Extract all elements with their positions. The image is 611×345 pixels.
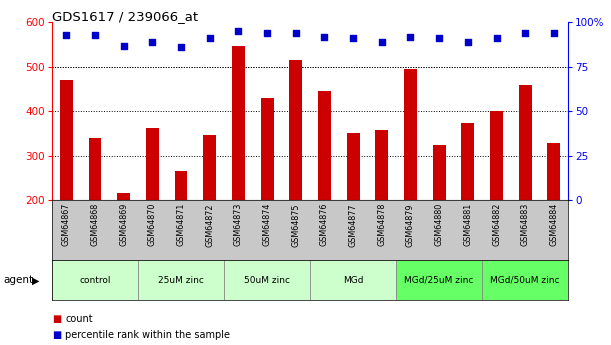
- Text: GSM64870: GSM64870: [148, 203, 157, 246]
- Bar: [289, 60, 302, 200]
- Text: GSM64882: GSM64882: [492, 203, 501, 246]
- Point: [291, 30, 301, 36]
- Bar: [404, 69, 417, 200]
- Bar: [224, 260, 310, 300]
- Point: [521, 30, 530, 36]
- Text: GSM64878: GSM64878: [377, 203, 386, 246]
- Bar: [232, 46, 245, 200]
- Text: GSM64880: GSM64880: [434, 203, 444, 246]
- Text: GSM64883: GSM64883: [521, 203, 530, 246]
- Bar: [490, 111, 503, 200]
- Point: [492, 36, 502, 41]
- Point: [262, 30, 272, 36]
- Text: GSM64872: GSM64872: [205, 203, 214, 247]
- Text: GSM64869: GSM64869: [119, 203, 128, 246]
- Bar: [318, 91, 331, 200]
- Bar: [310, 260, 396, 300]
- Text: MGd/25uM zinc: MGd/25uM zinc: [404, 276, 474, 285]
- Bar: [433, 146, 445, 200]
- Point: [549, 30, 559, 36]
- Text: GSM64871: GSM64871: [177, 203, 186, 246]
- Point: [119, 43, 128, 48]
- Text: ■: ■: [52, 314, 61, 324]
- Bar: [89, 138, 101, 200]
- Text: 50uM zinc: 50uM zinc: [244, 276, 290, 285]
- Bar: [547, 143, 560, 200]
- Point: [377, 39, 387, 45]
- Point: [205, 36, 214, 41]
- Point: [90, 32, 100, 38]
- Point: [320, 34, 329, 39]
- Bar: [117, 194, 130, 200]
- Text: GSM64876: GSM64876: [320, 203, 329, 246]
- Point: [406, 34, 415, 39]
- Bar: [203, 135, 216, 200]
- Text: GSM64879: GSM64879: [406, 203, 415, 247]
- Text: GSM64867: GSM64867: [62, 203, 71, 246]
- Bar: [52, 260, 138, 300]
- Bar: [519, 85, 532, 200]
- Text: agent: agent: [3, 275, 33, 285]
- Text: GSM64881: GSM64881: [463, 203, 472, 246]
- Text: ■: ■: [52, 331, 61, 340]
- Bar: [396, 260, 482, 300]
- Text: count: count: [65, 314, 93, 324]
- Point: [348, 36, 358, 41]
- Text: GDS1617 / 239066_at: GDS1617 / 239066_at: [52, 10, 198, 23]
- Bar: [461, 123, 474, 200]
- Text: GSM64874: GSM64874: [263, 203, 271, 246]
- Text: GSM64884: GSM64884: [549, 203, 558, 246]
- Text: 25uM zinc: 25uM zinc: [158, 276, 204, 285]
- Point: [61, 32, 71, 38]
- Bar: [261, 98, 274, 200]
- Bar: [482, 260, 568, 300]
- Bar: [375, 130, 388, 200]
- Bar: [146, 128, 159, 200]
- Text: GSM64875: GSM64875: [291, 203, 300, 247]
- Point: [434, 36, 444, 41]
- Bar: [138, 260, 224, 300]
- Text: MGd: MGd: [343, 276, 364, 285]
- Bar: [346, 132, 359, 200]
- Text: GSM64873: GSM64873: [234, 203, 243, 246]
- Bar: [60, 80, 73, 200]
- Text: GSM64868: GSM64868: [90, 203, 100, 246]
- Point: [147, 39, 157, 45]
- Point: [233, 29, 243, 34]
- Text: MGd/50uM zinc: MGd/50uM zinc: [491, 276, 560, 285]
- Text: control: control: [79, 276, 111, 285]
- Text: percentile rank within the sample: percentile rank within the sample: [65, 331, 230, 340]
- Bar: [175, 171, 188, 200]
- Point: [463, 39, 473, 45]
- Text: GSM64877: GSM64877: [349, 203, 357, 247]
- Text: ▶: ▶: [32, 275, 39, 285]
- Point: [176, 45, 186, 50]
